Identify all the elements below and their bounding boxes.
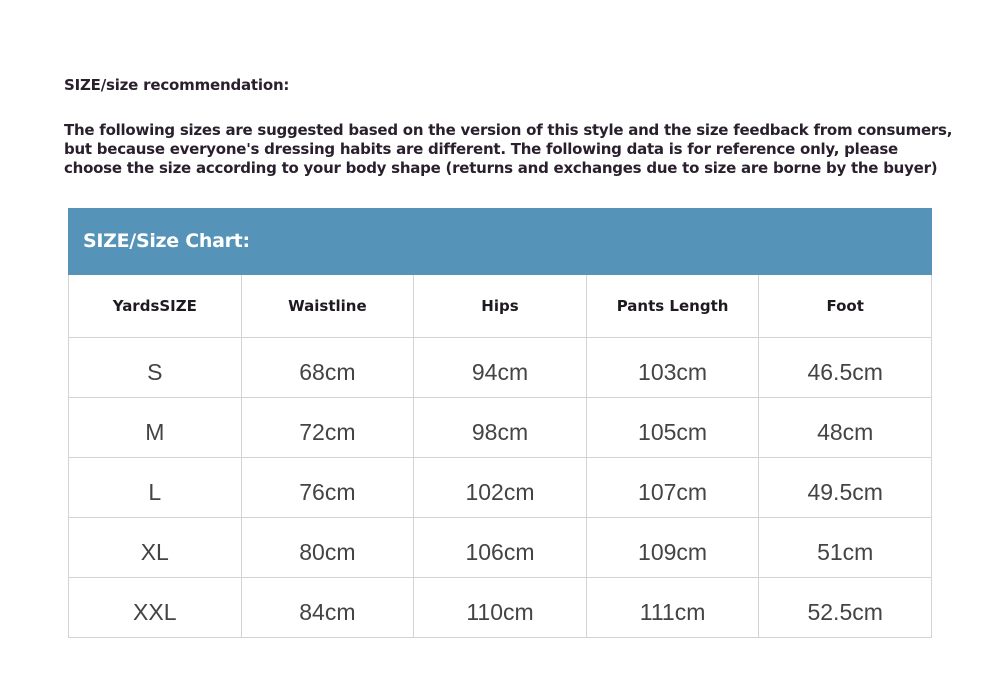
intro-line: The following sizes are suggested based … [64,121,953,139]
size-cell: S [68,337,242,398]
measurement-cell: 110cm [413,577,587,638]
size-cell: M [68,397,242,458]
column-header: Hips [413,275,587,338]
table-row: S 68cm 94cm 103cm 46.5cm [68,337,932,398]
measurement-cell: 52.5cm [758,577,932,638]
column-header: Waistline [240,275,415,338]
measurement-cell: 111cm [585,577,760,638]
measurement-cell: 103cm [585,337,760,398]
size-table: YardsSIZE Waistline Hips Pants Length Foot S… [68,275,932,638]
measurement-cell: 94cm [413,337,587,398]
size-chart: SIZE/Size Chart: YardsSIZE Waistline Hips P… [68,208,932,638]
measurement-cell: 76cm [240,457,415,518]
measurement-cell: 68cm [240,337,415,398]
table-row: L 76cm 102cm 107cm 49.5cm [68,457,932,518]
measurement-cell: 98cm [413,397,587,458]
column-header: YardsSIZE [68,275,242,338]
table-row: XXL 84cm 110cm 111cm 52.5cm [68,577,932,638]
column-header: Foot [758,275,932,338]
intro-line: but because everyone's dressing habits a… [64,140,898,158]
intro-line: choose the size according to your body s… [64,159,938,177]
measurement-cell: 51cm [758,517,932,578]
table-row: XL 80cm 106cm 109cm 51cm [68,517,932,578]
column-header: Pants Length [585,275,760,338]
measurement-cell: 72cm [240,397,415,458]
size-cell: XL [68,517,242,578]
measurement-cell: 80cm [240,517,415,578]
measurement-cell: 105cm [585,397,760,458]
size-cell: XXL [68,577,242,638]
section-heading: SIZE/size recommendation: [64,76,290,94]
header-row: YardsSIZE Waistline Hips Pants Length Foot [68,275,932,338]
measurement-cell: 109cm [585,517,760,578]
measurement-cell: 49.5cm [758,457,932,518]
measurement-cell: 102cm [413,457,587,518]
table-row: M 72cm 98cm 105cm 48cm [68,397,932,458]
size-cell: L [68,457,242,518]
measurement-cell: 106cm [413,517,587,578]
measurement-cell: 84cm [240,577,415,638]
measurement-cell: 48cm [758,397,932,458]
measurement-cell: 107cm [585,457,760,518]
size-chart-title: SIZE/Size Chart: [68,208,932,275]
intro-text: The following sizes are suggested based … [64,121,964,178]
measurement-cell: 46.5cm [758,337,932,398]
